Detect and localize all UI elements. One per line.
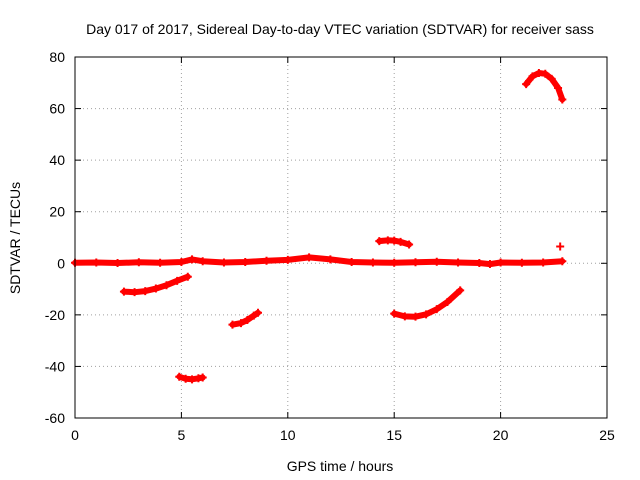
data-point bbox=[254, 308, 263, 317]
y-axis-label: SDTVAR / TECUs bbox=[7, 182, 23, 294]
y-tick-labels: -60 -40 -20 0 20 40 60 80 bbox=[45, 49, 65, 426]
y-tick-label: 20 bbox=[49, 204, 65, 220]
data-point bbox=[485, 260, 494, 269]
data-point bbox=[390, 258, 399, 267]
data-point bbox=[396, 237, 405, 246]
data-point bbox=[283, 255, 292, 264]
data-point bbox=[134, 258, 143, 267]
data-point bbox=[454, 258, 463, 267]
data-point bbox=[456, 286, 465, 295]
data-point bbox=[198, 257, 207, 266]
data-point bbox=[177, 257, 186, 266]
data-point bbox=[496, 258, 505, 267]
data-point bbox=[390, 236, 399, 245]
y-tick-label: -20 bbox=[45, 307, 65, 323]
x-tick-label: 0 bbox=[71, 427, 79, 443]
data-point bbox=[262, 256, 271, 265]
y-tick-label: -60 bbox=[45, 410, 65, 426]
data-point bbox=[556, 242, 565, 251]
data-point bbox=[517, 258, 526, 267]
data-point bbox=[547, 74, 556, 83]
data-point bbox=[422, 310, 431, 319]
data-point bbox=[236, 319, 245, 328]
x-tick-label: 25 bbox=[599, 427, 615, 443]
data-point bbox=[249, 311, 258, 320]
data-point bbox=[400, 312, 409, 321]
x-axis-label: GPS time / hours bbox=[287, 458, 394, 474]
data-point bbox=[219, 258, 228, 267]
data-point bbox=[305, 253, 314, 262]
data-point bbox=[151, 284, 160, 293]
data-point bbox=[162, 281, 171, 290]
data-marks bbox=[71, 68, 567, 384]
data-point bbox=[198, 373, 207, 382]
data-point bbox=[390, 309, 399, 318]
data-point bbox=[432, 305, 441, 314]
data-point bbox=[347, 257, 356, 266]
data-point bbox=[130, 288, 139, 297]
y-tick-label: -40 bbox=[45, 358, 65, 374]
data-point bbox=[558, 95, 567, 104]
x-tick-label: 10 bbox=[280, 427, 296, 443]
data-point bbox=[228, 320, 237, 329]
data-point bbox=[432, 257, 441, 266]
data-point bbox=[119, 287, 128, 296]
data-point bbox=[183, 272, 192, 281]
data-point bbox=[175, 372, 184, 381]
data-point bbox=[243, 316, 252, 325]
data-point bbox=[475, 259, 484, 268]
data-point bbox=[539, 258, 548, 267]
data-point bbox=[558, 257, 567, 266]
x-tick-label: 15 bbox=[386, 427, 402, 443]
data-point bbox=[113, 259, 122, 268]
y-tick-label: 0 bbox=[57, 255, 65, 271]
data-point bbox=[326, 255, 335, 264]
data-point bbox=[411, 258, 420, 267]
x-tick-label: 20 bbox=[493, 427, 509, 443]
grid-lines bbox=[74, 56, 608, 419]
data-point bbox=[141, 287, 150, 296]
data-point bbox=[173, 276, 182, 285]
plot-frame bbox=[74, 56, 608, 419]
x-tick-label: 5 bbox=[178, 427, 186, 443]
data-point bbox=[188, 375, 197, 384]
x-tick-labels: 0 5 10 15 20 25 bbox=[71, 427, 615, 443]
data-point bbox=[241, 257, 250, 266]
data-point bbox=[554, 83, 563, 92]
data-point bbox=[368, 258, 377, 267]
data-point bbox=[541, 69, 550, 78]
y-tick-label: 80 bbox=[49, 49, 65, 65]
data-point bbox=[405, 240, 414, 249]
data-point bbox=[528, 72, 537, 81]
data-point bbox=[188, 255, 197, 264]
data-point bbox=[92, 258, 101, 267]
data-point bbox=[156, 258, 165, 267]
y-tick-label: 40 bbox=[49, 152, 65, 168]
data-point bbox=[443, 297, 452, 306]
y-tick-label: 60 bbox=[49, 101, 65, 117]
chart-title: Day 017 of 2017, Sidereal Day-to-day VTE… bbox=[86, 21, 594, 37]
data-point bbox=[375, 237, 384, 246]
data-point bbox=[411, 312, 420, 321]
data-point bbox=[522, 80, 531, 89]
